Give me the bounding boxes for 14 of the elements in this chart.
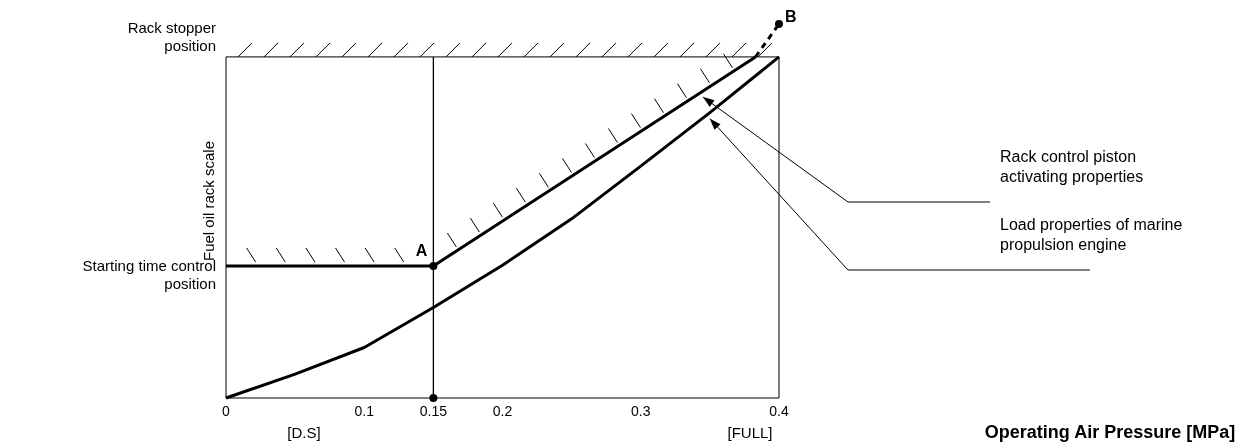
x-tick-label: 0.4 <box>769 403 789 419</box>
text: [D.S] <box>287 424 321 441</box>
annotation: A <box>415 241 428 259</box>
x-tick-label: 0.15 <box>419 403 448 419</box>
text: Load properties of marine propulsion engine <box>1000 216 1183 253</box>
x-tick-label: 0.1 <box>354 403 375 419</box>
text: Operating Air Pressure [MPa] <box>984 422 1236 442</box>
x-tick-label: 0 <box>222 403 231 419</box>
text: Rack control piston activating properties <box>1000 148 1144 185</box>
annotation: B <box>785 8 797 25</box>
ref-line-label: Rack stopper position <box>127 18 216 54</box>
x-tick-label: 0.2 <box>492 403 513 419</box>
x-tick-label: 0.3 <box>631 403 651 419</box>
text: [FULL] <box>727 424 773 441</box>
